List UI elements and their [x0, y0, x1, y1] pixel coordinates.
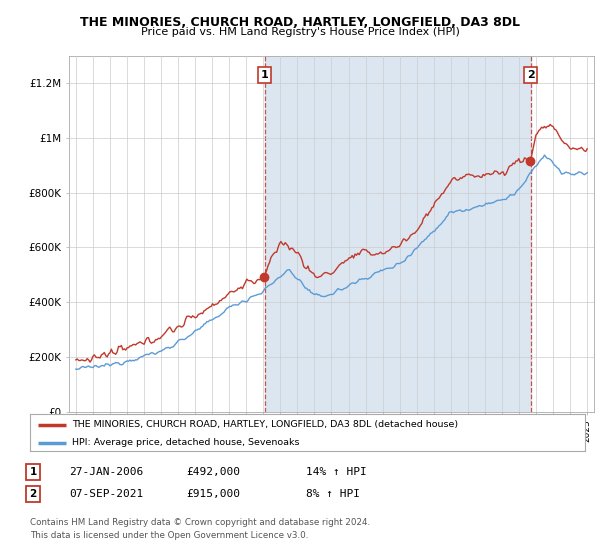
Text: Contains HM Land Registry data © Crown copyright and database right 2024.
This d: Contains HM Land Registry data © Crown c… — [30, 518, 370, 539]
Text: HPI: Average price, detached house, Sevenoaks: HPI: Average price, detached house, Seve… — [71, 438, 299, 447]
Bar — [265, 56, 530, 412]
Text: THE MINORIES, CHURCH ROAD, HARTLEY, LONGFIELD, DA3 8DL (detached house): THE MINORIES, CHURCH ROAD, HARTLEY, LONG… — [71, 420, 458, 429]
Text: THE MINORIES, CHURCH ROAD, HARTLEY, LONGFIELD, DA3 8DL: THE MINORIES, CHURCH ROAD, HARTLEY, LONG… — [80, 16, 520, 29]
Text: 1: 1 — [260, 70, 268, 80]
Text: Price paid vs. HM Land Registry's House Price Index (HPI): Price paid vs. HM Land Registry's House … — [140, 27, 460, 37]
Text: £915,000: £915,000 — [186, 489, 240, 499]
Text: 07-SEP-2021: 07-SEP-2021 — [69, 489, 143, 499]
Text: £492,000: £492,000 — [186, 467, 240, 477]
Text: 1: 1 — [29, 467, 37, 477]
Text: 8% ↑ HPI: 8% ↑ HPI — [306, 489, 360, 499]
Text: 2: 2 — [527, 70, 535, 80]
Text: 14% ↑ HPI: 14% ↑ HPI — [306, 467, 367, 477]
Text: 27-JAN-2006: 27-JAN-2006 — [69, 467, 143, 477]
Text: 2: 2 — [29, 489, 37, 499]
